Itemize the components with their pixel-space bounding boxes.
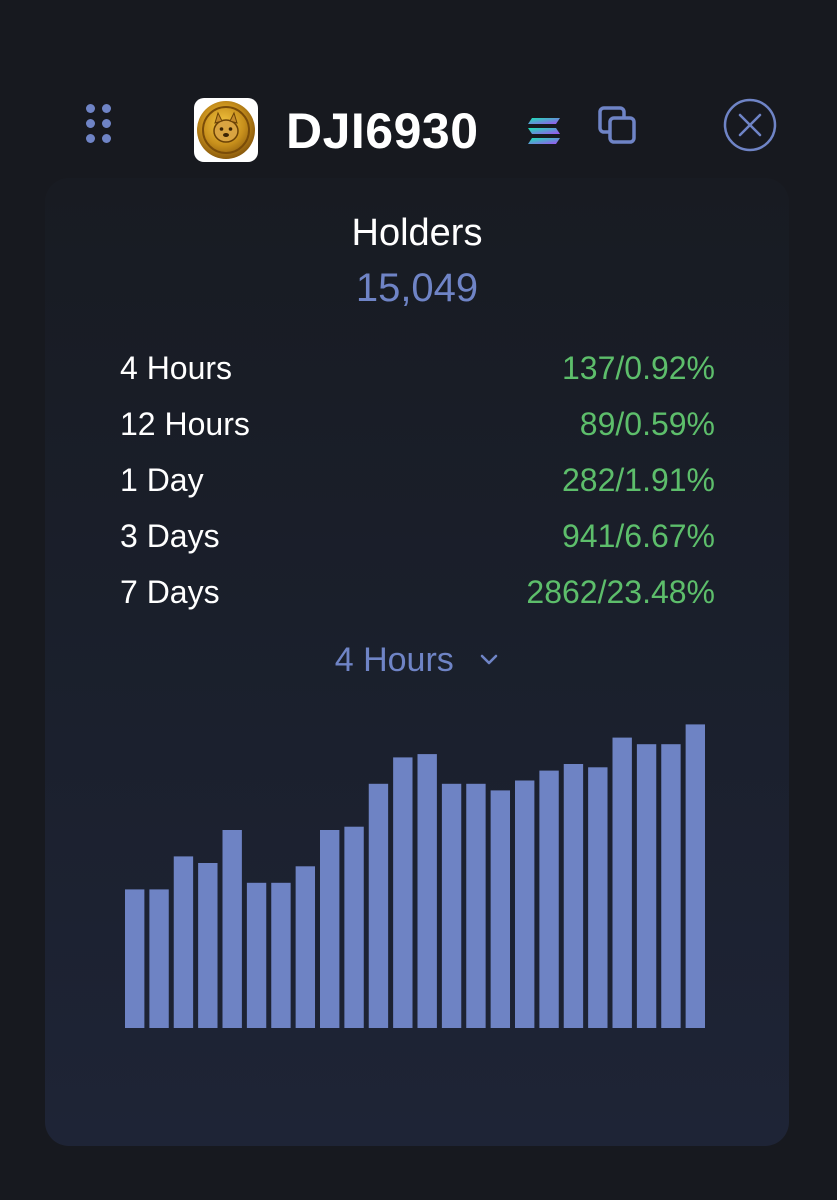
stat-row-12-hours: 12 Hours 89/0.59% (120, 402, 715, 458)
chart-bar (636, 744, 657, 1028)
chevron-down-icon (480, 654, 498, 665)
stat-percent: 0.92% (624, 350, 715, 386)
stat-label: 1 Day (120, 462, 204, 498)
period-dropdown[interactable]: 4 Hours (45, 634, 789, 682)
chart-bar (685, 724, 705, 1028)
period-dropdown-label: 4 Hours (334, 641, 454, 680)
chart-bar (125, 889, 145, 1028)
stat-value: 941/6.67% (561, 518, 715, 554)
chart-bar (441, 783, 462, 1028)
stat-count: 137 (561, 350, 616, 386)
stat-count: 89 (579, 406, 616, 442)
token-logo (194, 98, 258, 162)
close-icon[interactable] (722, 97, 778, 153)
chart-bar (563, 764, 584, 1028)
stat-count: 282 (561, 462, 616, 498)
chart-bar (149, 889, 169, 1028)
chart-bar (295, 866, 316, 1028)
chart-bar (515, 780, 535, 1028)
chart-bar (173, 856, 194, 1028)
chart-bar (539, 770, 559, 1028)
stat-count: 941 (561, 518, 616, 554)
copy-icon[interactable] (596, 104, 640, 148)
chart-bar (661, 744, 681, 1028)
chart-bar (222, 830, 242, 1028)
stat-label: 12 Hours (120, 406, 250, 442)
chart-bar (417, 754, 437, 1028)
chart-bar (344, 826, 364, 1028)
drag-handle-icon[interactable] (84, 102, 114, 146)
chart-bar (588, 767, 608, 1028)
stat-value: 282/1.91% (561, 462, 715, 498)
chart-bar (393, 757, 413, 1028)
chart-bar (490, 790, 511, 1028)
stat-label: 7 Days (120, 574, 220, 610)
holders-title: Holders (351, 212, 483, 254)
stat-percent: 23.48% (606, 574, 715, 610)
holders-bar-chart (125, 724, 705, 1028)
chart-bar (271, 882, 291, 1028)
chart-bar (612, 737, 632, 1028)
stat-label: 3 Days (120, 518, 220, 554)
holders-card: Holders 15,049 4 Hours 137/0.92% 12 Hour… (45, 178, 789, 1146)
chart-bar (246, 882, 267, 1028)
chart-bar (368, 783, 389, 1028)
holder-stats-list: 4 Hours 137/0.92% 12 Hours 89/0.59% 1 Da… (120, 346, 715, 626)
solana-icon (526, 116, 562, 146)
stat-value: 89/0.59% (579, 406, 715, 442)
stat-row-3-days: 3 Days 941/6.67% (120, 514, 715, 570)
stat-value: 137/0.92% (561, 350, 715, 386)
chart-bar (466, 783, 486, 1028)
chart-bar (320, 830, 340, 1028)
stat-row-4-hours: 4 Hours 137/0.92% (120, 346, 715, 402)
token-name: DJI6930 (286, 103, 479, 159)
stat-count: 2862 (526, 574, 598, 610)
stat-row-7-days: 7 Days 2862/23.48% (120, 570, 715, 626)
holders-count: 15,049 (355, 266, 479, 310)
stat-percent: 1.91% (624, 462, 715, 498)
widget-header: DJI6930 (0, 90, 837, 170)
stat-label: 4 Hours (120, 350, 233, 386)
stat-percent: 0.59% (624, 406, 715, 442)
chart-bar (198, 863, 218, 1028)
stat-value: 2862/23.48% (526, 574, 715, 610)
stat-percent: 6.67% (624, 518, 715, 554)
stat-row-1-day: 1 Day 282/1.91% (120, 458, 715, 514)
